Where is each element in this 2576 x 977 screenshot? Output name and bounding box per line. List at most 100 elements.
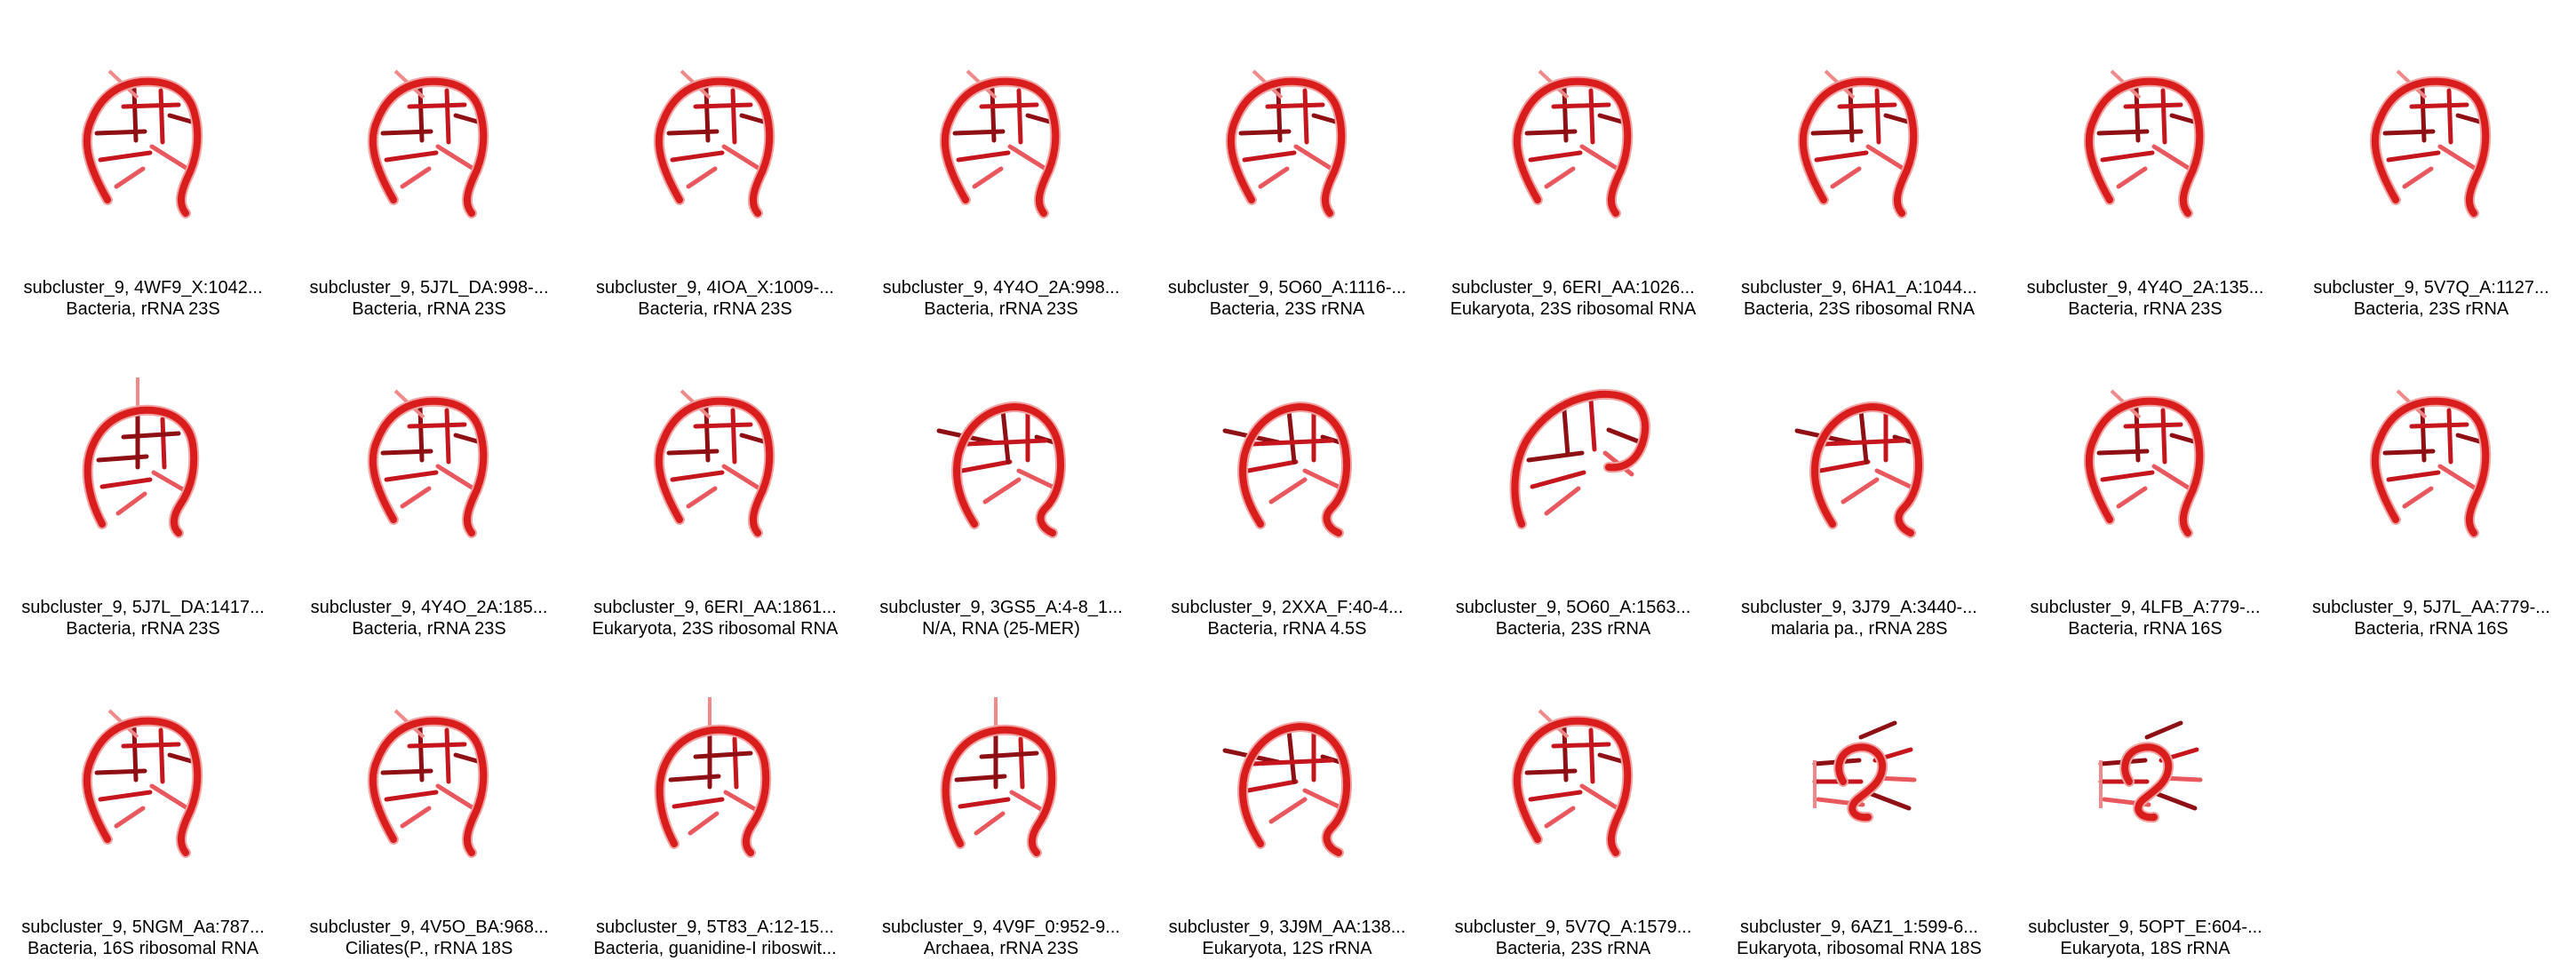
base-pair-stick [435, 464, 476, 491]
structure-tile[interactable]: subcluster_9, 3J79_A:3440-... malaria pa.… [1716, 320, 2002, 639]
structure-tile[interactable]: subcluster_9, 5J7L_DA:1417... Bacteria, r… [0, 320, 286, 639]
base-pair-stick [2437, 464, 2478, 491]
backbone-strand [83, 77, 202, 217]
backbone-strand [1799, 77, 1918, 217]
rna-backbone-graphic [81, 69, 203, 218]
structure-title: subcluster_9, 6HA1_A:1044... [1741, 278, 1977, 298]
structure-tile[interactable]: subcluster_9, 4IOA_X:1009-... Bacteria, r… [572, 0, 858, 320]
structure-subtitle: Bacteria, guanidine-I riboswit... [593, 939, 837, 958]
rna-backbone-graphic [2369, 389, 2492, 538]
structure-tile[interactable]: subcluster_9, 3J9M_AA:138... Eukaryota, 1… [1144, 639, 1430, 959]
base-pair-stick [131, 726, 139, 782]
base-pair-stick [974, 811, 1006, 836]
base-pair-stick [2437, 144, 2478, 171]
structure-subtitle: Bacteria, rRNA 23S [66, 619, 220, 639]
structure-subtitle: N/A, RNA (25-MER) [922, 619, 1080, 639]
rna-structure-thumbnail [903, 355, 1099, 568]
structure-tile[interactable]: subcluster_9, 4LFB_A:779-... Bacteria, rR… [2002, 320, 2288, 639]
rna-backbone-graphic [1812, 720, 1917, 823]
base-pair-stick [2123, 102, 2183, 109]
base-pair-stick [1814, 150, 1869, 163]
base-pair-stick [686, 166, 718, 189]
structure-tile[interactable]: subcluster_9, 5NGM_Aa:787... Bacteria, 16… [0, 639, 286, 959]
structure-title: subcluster_9, 5O60_A:1116-... [1167, 278, 1407, 298]
base-pair-stick [1874, 468, 1917, 491]
structure-subtitle: Archaea, rRNA 23S [923, 939, 1079, 958]
base-pair-stick [1841, 477, 1880, 504]
base-pair-stick [2402, 166, 2434, 189]
structure-subtitle: Bacteria, 23S rRNA [1495, 939, 1651, 958]
rna-backbone-graphic [1797, 69, 1920, 218]
structure-tile[interactable]: subcluster_9, 6ERI_AA:1026... Eukaryota, … [1430, 0, 1716, 320]
base-pair-stick [1562, 86, 1569, 143]
structure-tile[interactable]: subcluster_9, 5V7Q_A:1127... Bacteria, 23… [2288, 0, 2574, 320]
base-pair-stick [1249, 758, 1334, 767]
rna-backbone-graphic [653, 389, 775, 538]
rna-backbone-graphic [367, 389, 489, 538]
structure-tile[interactable]: subcluster_9, 4Y4O_2A:135... Bacteria, rR… [2002, 0, 2288, 320]
base-pair-stick [693, 751, 753, 759]
structure-tile[interactable]: subcluster_9, 3GS5_A:4-8_1... N/A, RNA (2… [858, 320, 1144, 639]
base-pair-stick [2409, 102, 2469, 109]
rna-structure-thumbnail [617, 36, 813, 249]
base-pair-stick [2144, 720, 2183, 740]
base-pair-stick [672, 797, 725, 809]
base-pair-stick [400, 486, 432, 509]
base-pair-stick [1265, 102, 1325, 109]
structure-tile[interactable]: subcluster_9, 5J7L_DA:998-... Bacteria, r… [286, 0, 572, 320]
structure-title: subcluster_9, 6ERI_AA:1026... [1451, 278, 1695, 298]
base-pair-stick [2116, 166, 2148, 189]
structure-tile[interactable]: subcluster_9, 5T83_A:12-15... Bacteria, g… [572, 639, 858, 959]
rna-structure-thumbnail [1475, 675, 1671, 888]
structure-title: subcluster_9, 3J79_A:3440-... [1741, 598, 1977, 617]
structure-subtitle: Bacteria, 23S ribosomal RNA [1743, 299, 1976, 319]
backbone-strand [655, 397, 774, 536]
base-pair-stick [1018, 736, 1025, 790]
rna-backbone-graphic [367, 709, 489, 858]
structure-tile[interactable]: subcluster_9, 4V9F_0:952-9... Archaea, rR… [858, 639, 1144, 959]
base-pair-stick [1276, 86, 1283, 143]
base-pair-stick [730, 88, 737, 145]
base-pair-stick [400, 166, 432, 189]
backbone-strand [2371, 77, 2490, 217]
structure-tile[interactable]: subcluster_9, 5J7L_AA:779-... Bacteria, r… [2288, 320, 2574, 639]
structure-subtitle: Eukaryota, 23S ribosomal RNA [592, 619, 839, 639]
base-pair-stick [2386, 470, 2441, 482]
base-pair-stick [2169, 113, 2199, 125]
structure-tile[interactable]: subcluster_9, 5OPT_E:604-... Eukaryota, 1… [2002, 639, 2288, 959]
base-pair-stick [1588, 88, 1595, 145]
base-pair-stick [1526, 450, 1585, 463]
base-pair-stick [1000, 408, 1011, 465]
structure-tile[interactable]: subcluster_9, 5O60_A:1563... Bacteria, 23… [1430, 320, 1716, 639]
structure-tile[interactable]: subcluster_9, 6AZ1_1:599-6... Eukaryota, … [1716, 639, 2002, 959]
structure-tile[interactable]: subcluster_9, 4Y4O_2A:185... Bacteria, rR… [286, 320, 572, 639]
structure-tile[interactable]: subcluster_9, 5O60_A:1116-... Bacteria, 2… [1144, 0, 1430, 320]
structure-tile[interactable]: subcluster_9, 4Y4O_2A:998... Bacteria, rR… [858, 0, 1144, 320]
base-pair-stick [114, 166, 146, 189]
base-pair-stick [1544, 166, 1576, 189]
structure-tile[interactable]: subcluster_9, 6ERI_AA:1861... Eukaryota, … [572, 320, 858, 639]
base-pair-stick [444, 408, 451, 465]
rna-structure-thumbnail [617, 675, 813, 888]
structure-tile[interactable]: subcluster_9, 6HA1_A:1044... Bacteria, 23… [1716, 0, 2002, 320]
rna-structure-thumbnail [2334, 36, 2529, 249]
structure-tile[interactable]: subcluster_9, 2XXA_F:40-4... Bacteria, rR… [1144, 320, 1430, 639]
base-pair-stick [2123, 422, 2183, 429]
structure-tile[interactable]: subcluster_9, 4V5O_BA:968... Ciliates(P.,… [286, 639, 572, 959]
base-pair-stick [1821, 438, 1906, 447]
base-pair-stick [1245, 779, 1299, 793]
base-pair-stick [2455, 113, 2485, 125]
rna-structure-thumbnail [331, 675, 527, 888]
base-pair-stick [1016, 468, 1059, 491]
structure-tile[interactable]: subcluster_9, 4WF9_X:1042... Bacteria, rR… [0, 0, 286, 320]
base-pair-stick [1249, 438, 1334, 447]
backbone-strand [942, 726, 1056, 856]
structure-subtitle: Bacteria, rRNA 23S [638, 299, 792, 319]
rna-backbone-graphic [1222, 401, 1352, 538]
rna-backbone-graphic [367, 69, 489, 218]
structure-tile[interactable]: subcluster_9, 5V7Q_A:1579... Bacteria, 23… [1430, 639, 1716, 959]
base-pair-stick [158, 727, 165, 784]
base-pair-stick [1245, 459, 1299, 473]
rna-structure-thumbnail [1475, 355, 1671, 568]
